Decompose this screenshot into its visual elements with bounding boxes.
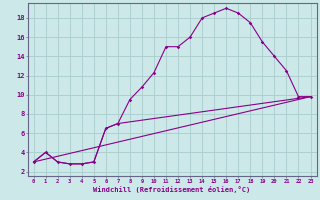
X-axis label: Windchill (Refroidissement éolien,°C): Windchill (Refroidissement éolien,°C) <box>93 186 251 193</box>
